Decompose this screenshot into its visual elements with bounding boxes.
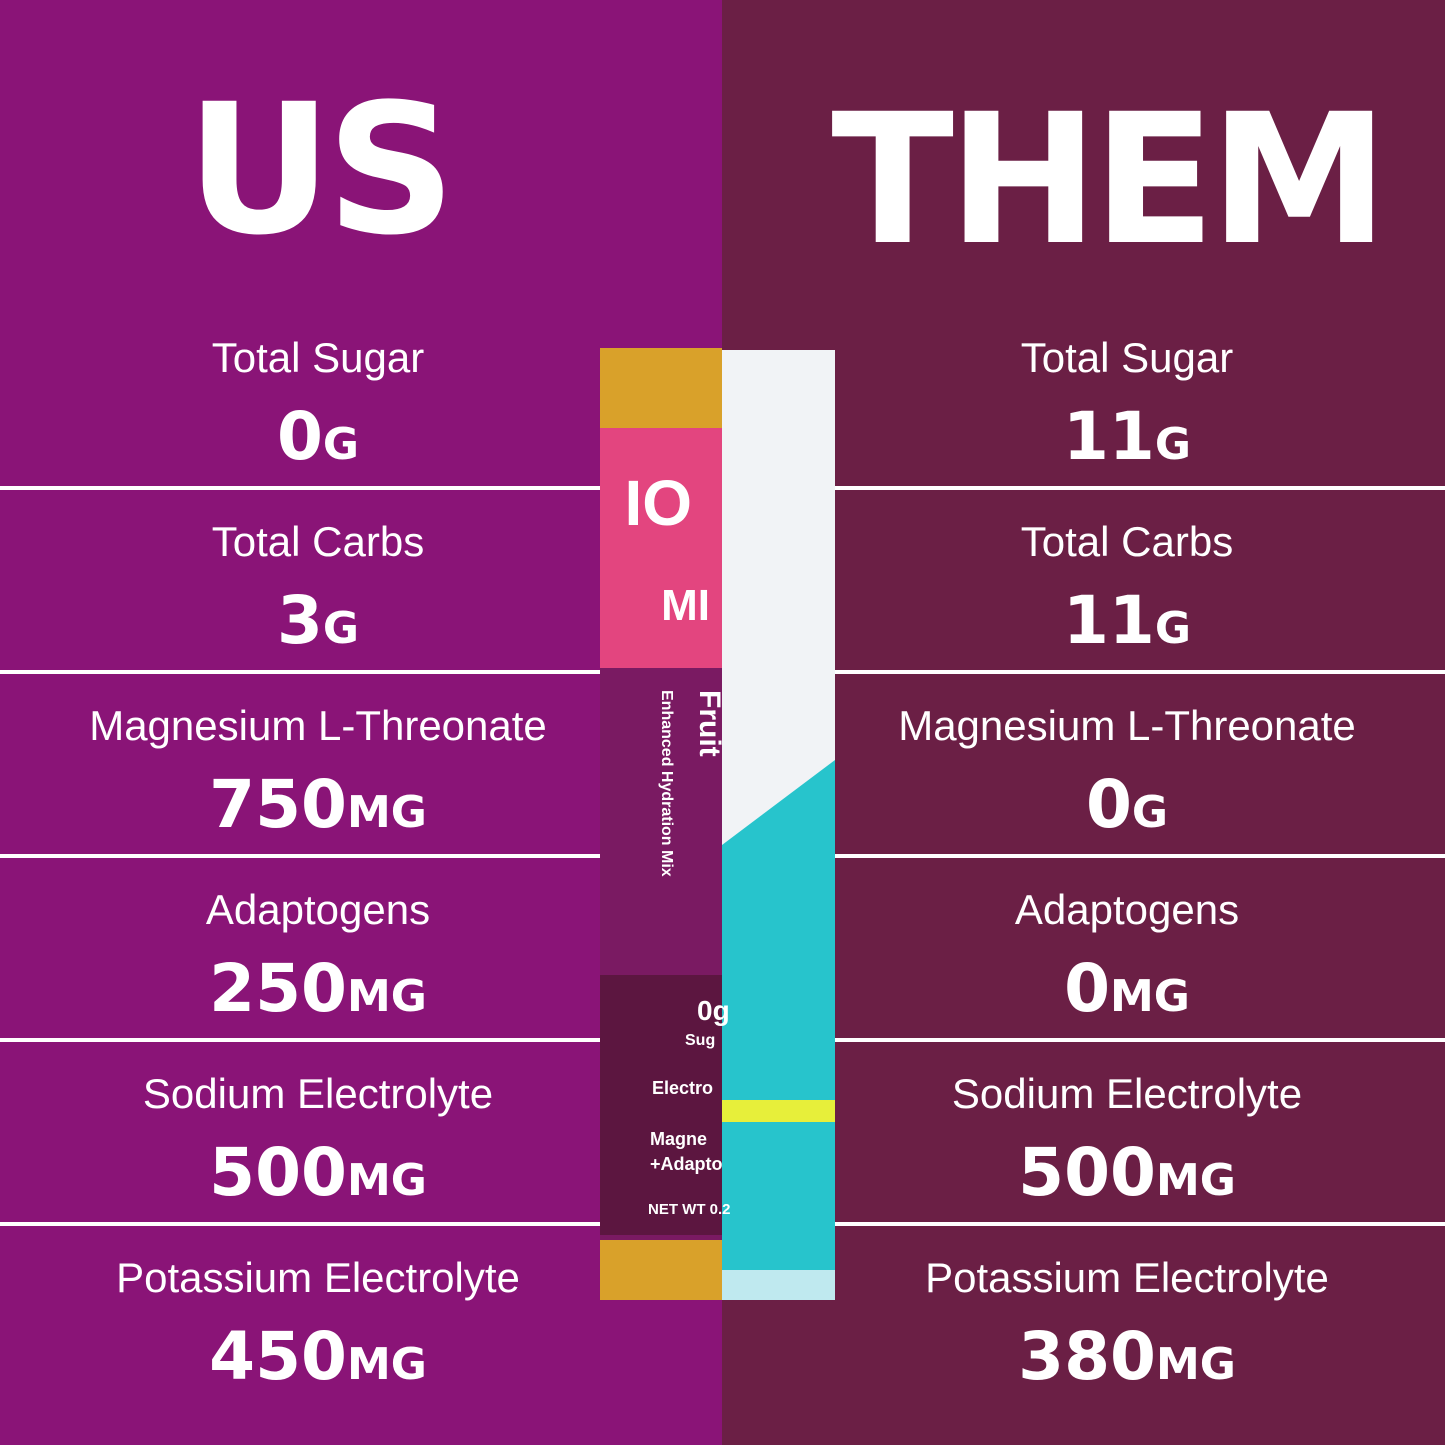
packet-text: NET WT 0.2 [648, 1201, 731, 1218]
value-unit: MG [347, 787, 427, 838]
value-number: 750 [209, 766, 347, 843]
row-value: 450MG [209, 1318, 427, 1395]
row-value: 11G [1063, 582, 1191, 659]
value-number: 500 [1018, 1134, 1156, 1211]
row-value: 500MG [1018, 1134, 1236, 1211]
row-label: Sodium Electrolyte [952, 1070, 1302, 1117]
row-value: 3G [277, 582, 359, 659]
value-number: 3 [277, 582, 323, 659]
row-value: 0MG [1064, 950, 1190, 1027]
packet-flavor: Fruit [693, 690, 726, 757]
packet-text: 0g [697, 995, 730, 1026]
right-panel [722, 0, 1445, 1445]
value-unit: MG [1110, 971, 1190, 1022]
packet-brand: IO [624, 467, 692, 539]
row-label: Potassium Electrolyte [925, 1254, 1329, 1301]
row-value: 380MG [1018, 1318, 1236, 1395]
packet-text: Magne [650, 1129, 707, 1149]
row-label: Adaptogens [206, 886, 430, 933]
value-unit: MG [347, 1339, 427, 1390]
value-unit: MG [347, 1155, 427, 1206]
value-unit: G [323, 419, 359, 470]
row-value: 0G [277, 398, 359, 475]
value-unit: MG [1156, 1339, 1236, 1390]
row-value: 11G [1063, 398, 1191, 475]
left-title: US [186, 66, 450, 275]
right-title: THEM [831, 76, 1383, 285]
value-unit: G [323, 603, 359, 654]
value-unit: MG [347, 971, 427, 1022]
row-label: Magnesium L-Threonate [898, 702, 1356, 749]
row-label: Adaptogens [1015, 886, 1239, 933]
packet-subtitle: Enhanced Hydration Mix [658, 690, 675, 877]
packet-text: +Adapto [650, 1154, 723, 1174]
row-label: Sodium Electrolyte [143, 1070, 493, 1117]
row-label: Potassium Electrolyte [116, 1254, 520, 1301]
value-number: 0 [1086, 766, 1132, 843]
packet-text: Electro [652, 1078, 713, 1098]
packet: IO MI Fruit Enhanced Hydration Mix 0g Su… [600, 348, 835, 1300]
value-number: 11 [1063, 398, 1155, 475]
row-value: 250MG [209, 950, 427, 1027]
row-label: Total Sugar [212, 334, 424, 381]
row-value: 750MG [209, 766, 427, 843]
row-label: Total Carbs [212, 518, 424, 565]
value-number: 450 [209, 1318, 347, 1395]
value-number: 11 [1063, 582, 1155, 659]
row-label: Total Sugar [1021, 334, 1233, 381]
value-unit: MG [1156, 1155, 1236, 1206]
row-value: 500MG [209, 1134, 427, 1211]
row-value: 0G [1086, 766, 1168, 843]
value-number: 0 [277, 398, 323, 475]
value-number: 250 [209, 950, 347, 1027]
value-number: 380 [1018, 1318, 1156, 1395]
row-label: Magnesium L-Threonate [89, 702, 547, 749]
value-unit: G [1155, 419, 1191, 470]
value-number: 500 [209, 1134, 347, 1211]
value-unit: G [1155, 603, 1191, 654]
packet-text: Sug [685, 1032, 715, 1049]
packet-brand: MI [661, 581, 710, 630]
row-label: Total Carbs [1021, 518, 1233, 565]
value-number: 0 [1064, 950, 1110, 1027]
value-unit: G [1132, 787, 1168, 838]
